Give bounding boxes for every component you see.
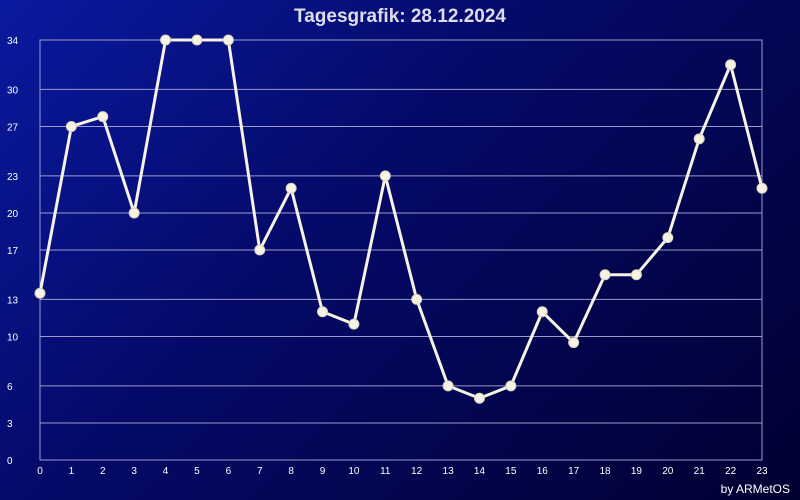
data-point xyxy=(568,337,580,349)
x-tick-label: 5 xyxy=(194,466,200,477)
data-point xyxy=(505,380,517,392)
data-point xyxy=(473,392,485,404)
data-point xyxy=(599,269,611,281)
x-tick-label: 8 xyxy=(288,466,294,477)
x-tick-label: 20 xyxy=(662,466,674,477)
data-point xyxy=(191,34,203,46)
x-tick-label: 13 xyxy=(443,466,455,477)
data-point xyxy=(536,306,548,318)
x-tick-label: 14 xyxy=(474,466,486,477)
y-tick-label: 34 xyxy=(7,36,19,47)
y-tick-label: 23 xyxy=(7,172,19,183)
data-point xyxy=(756,182,768,194)
x-tick-label: 9 xyxy=(320,466,326,477)
y-tick-label: 6 xyxy=(7,382,13,393)
data-point xyxy=(379,170,391,182)
x-tick-label: 19 xyxy=(631,466,643,477)
x-tick-label: 6 xyxy=(226,466,232,477)
data-point xyxy=(411,293,423,305)
data-point xyxy=(725,59,737,71)
x-tick-label: 18 xyxy=(599,466,611,477)
data-point xyxy=(285,182,297,194)
y-tick-label: 10 xyxy=(7,332,19,343)
y-tick-label: 20 xyxy=(7,209,19,220)
data-point xyxy=(222,34,234,46)
series-line xyxy=(38,38,764,400)
x-tick-label: 0 xyxy=(37,466,43,477)
data-point xyxy=(160,34,172,46)
data-point xyxy=(65,120,77,132)
data-point xyxy=(693,133,705,145)
data-point xyxy=(442,380,454,392)
data-point xyxy=(317,306,329,318)
y-tick-label: 27 xyxy=(7,122,19,133)
x-tick-label: 16 xyxy=(537,466,549,477)
x-tick-label: 11 xyxy=(380,466,391,477)
x-tick-label: 7 xyxy=(257,466,263,477)
data-point xyxy=(630,269,642,281)
data-point xyxy=(254,244,266,256)
x-tick-label: 10 xyxy=(348,466,360,477)
credit-label: by ARMetOS xyxy=(720,482,790,496)
x-tick-label: 23 xyxy=(756,466,768,477)
x-tick-label: 1 xyxy=(69,466,75,477)
data-point xyxy=(128,207,140,219)
y-tick-label: 13 xyxy=(7,295,19,306)
x-tick-label: 4 xyxy=(163,466,169,477)
data-point xyxy=(348,318,360,330)
x-tick-label: 22 xyxy=(725,466,737,477)
x-tick-label: 12 xyxy=(411,466,423,477)
data-point xyxy=(34,287,46,299)
x-tick-label: 3 xyxy=(131,466,137,477)
x-tick-label: 17 xyxy=(568,466,580,477)
x-tick-label: 2 xyxy=(100,466,106,477)
data-point xyxy=(97,111,109,123)
x-tick-label: 21 xyxy=(694,466,706,477)
data-point xyxy=(662,232,674,244)
y-tick-label: 3 xyxy=(7,419,13,430)
x-tick-label: 15 xyxy=(505,466,517,477)
chart-title: Tagesgrafik: 28.12.2024 xyxy=(294,6,506,27)
y-tick-label: 30 xyxy=(7,85,19,96)
y-tick-label: 17 xyxy=(7,246,19,257)
y-tick-label: 0 xyxy=(7,456,13,467)
